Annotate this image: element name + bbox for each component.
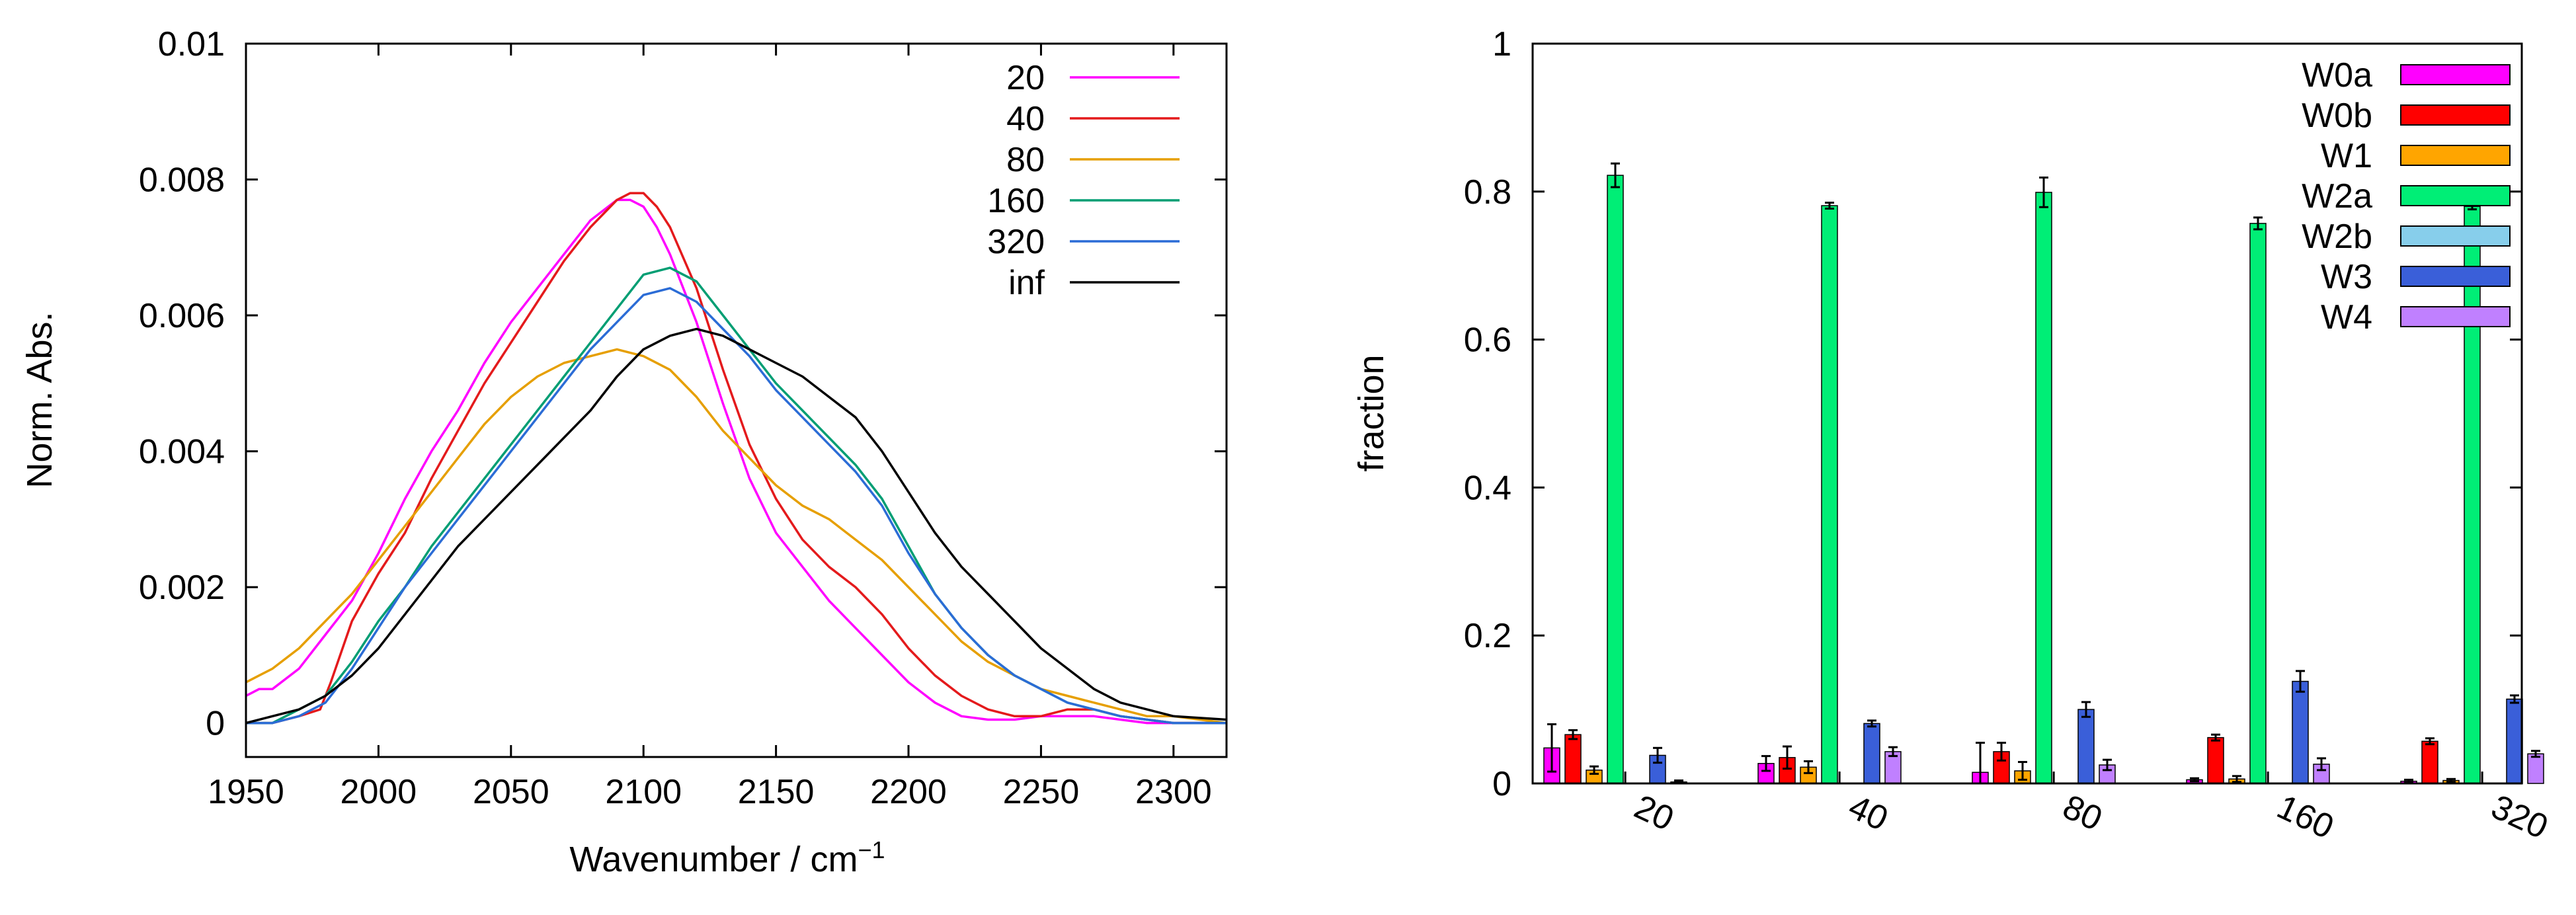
- legend-swatch: [2400, 266, 2511, 287]
- bar-W0b: [1993, 751, 2010, 784]
- legend-swatch: [2400, 104, 2511, 126]
- legend-label: W0a: [2302, 56, 2372, 95]
- legend-label: W0b: [2302, 97, 2372, 135]
- bar-W3: [2506, 698, 2523, 784]
- x-tick-label: 80: [2057, 787, 2108, 838]
- y-tick-label: 0: [1492, 765, 1511, 803]
- spectrum-lines: [245, 192, 1227, 725]
- series-line-320: [246, 287, 1227, 725]
- bar-W3: [2292, 680, 2309, 784]
- left-tick-labels: 1950 2000 2050 2100 2150 2200 2250 2300 0 0.002 0.…: [139, 25, 1212, 811]
- y-tick-label: 0.8: [1464, 173, 1511, 212]
- left-axis-ticks: [245, 42, 1227, 757]
- right-plot-frame: [1531, 42, 2523, 785]
- legend-swatch: [2400, 306, 2511, 327]
- bar-W2a: [2249, 223, 2267, 784]
- bar-W2a: [1607, 175, 1624, 784]
- left-x-axis-label: Wavenumber / cm−1: [569, 836, 885, 879]
- fraction-bar-chart: 00.20.40.60.81204080160320No Protein W0a…: [1351, 25, 2554, 847]
- spectrum-line-chart: 1950 2000 2050 2100 2150 2200 2250 2300 0 0.002 0.…: [20, 25, 1228, 879]
- legend-label: W2a: [2302, 177, 2372, 216]
- right-y-axis-label: fraction: [1351, 354, 1391, 471]
- x-tick-label: 2200: [870, 773, 947, 811]
- legend-swatch: [2400, 185, 2511, 206]
- legend-label: 160: [987, 182, 1045, 220]
- bar-W2a: [2464, 206, 2481, 784]
- y-tick-label: 0.01: [158, 25, 225, 63]
- series-line-inf: [245, 327, 1227, 725]
- right-tick-labels: 00.20.40.60.81204080160320No Protein: [1464, 25, 2554, 847]
- legend-swatch: [2400, 145, 2511, 166]
- bar-W0b: [2207, 736, 2224, 784]
- y-tick-label: 0.006: [139, 297, 225, 335]
- bar-W0b: [1564, 734, 1582, 784]
- x-tick-label: 2250: [1003, 773, 1080, 811]
- bar-W2a: [1821, 205, 1838, 784]
- bar-W3: [1863, 723, 1880, 784]
- legend-label: W3: [2321, 258, 2372, 296]
- legend-label: 20: [1006, 59, 1045, 97]
- legend-swatch: [2400, 225, 2511, 247]
- left-y-axis-label: Norm. Abs.: [20, 311, 60, 488]
- x-tick-label: 2000: [341, 773, 417, 811]
- y-tick-label: 1: [1492, 25, 1511, 63]
- bar-W2a: [2035, 192, 2052, 784]
- y-tick-label: 0: [206, 705, 225, 743]
- x-tick-label: 20: [1629, 787, 1679, 838]
- bar-W3: [2077, 709, 2095, 784]
- legend-label: inf: [1008, 264, 1045, 302]
- series-line-20: [245, 198, 1227, 725]
- x-tick-label: 2300: [1135, 773, 1212, 811]
- y-tick-label: 0.4: [1464, 469, 1511, 507]
- legend-label: 40: [1006, 100, 1045, 138]
- legend-label: W2b: [2302, 218, 2372, 256]
- legend-label: 320: [987, 223, 1045, 261]
- left-plot-frame: [245, 42, 1228, 758]
- series-line-160: [246, 266, 1227, 725]
- legend-label: 80: [1006, 141, 1045, 179]
- y-tick-label: 0.6: [1464, 321, 1511, 360]
- bar-W0b: [2421, 740, 2438, 784]
- series-line-40: [246, 192, 1227, 725]
- x-tick-label: 320: [2485, 787, 2554, 846]
- x-tick-label: 1950: [208, 773, 284, 811]
- x-tick-label: 2050: [473, 773, 549, 811]
- x-tick-label: 2150: [738, 773, 815, 811]
- y-tick-label: 0.2: [1464, 617, 1511, 655]
- y-tick-label: 0.004: [139, 433, 225, 471]
- legend-label: W4: [2321, 298, 2372, 337]
- y-tick-label: 0.008: [139, 161, 225, 200]
- x-tick-label: 40: [1843, 787, 1894, 838]
- y-tick-label: 0.002: [139, 569, 225, 607]
- x-tick-label: 160: [2271, 787, 2339, 846]
- legend-swatch: [2400, 64, 2511, 85]
- legend-label: W1: [2321, 137, 2372, 175]
- x-tick-label: 2100: [605, 773, 682, 811]
- bar-W4: [2527, 753, 2544, 784]
- fraction-bars: [1543, 162, 2544, 785]
